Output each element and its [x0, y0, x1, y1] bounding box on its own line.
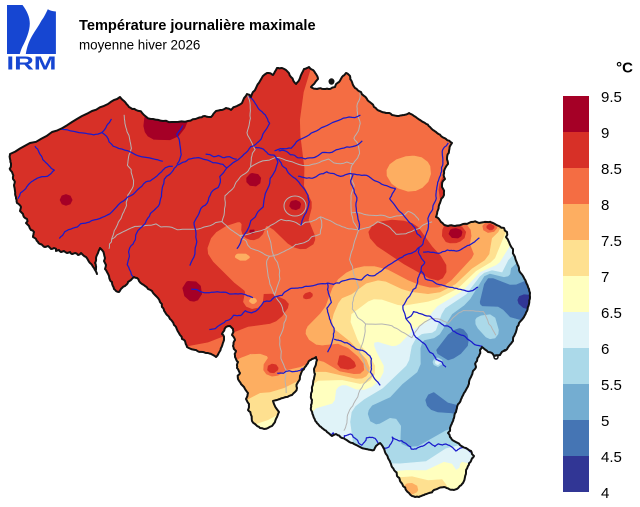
svg-text:5: 5: [601, 413, 609, 430]
svg-text:8: 8: [601, 197, 609, 214]
svg-text:4: 4: [601, 485, 609, 502]
svg-text:IRM: IRM: [7, 54, 57, 74]
svg-text:Température journalière maxima: Température journalière maximale: [79, 18, 316, 34]
svg-text:°C: °C: [616, 60, 633, 77]
svg-text:9.5: 9.5: [601, 89, 622, 106]
svg-text:7: 7: [601, 269, 609, 286]
svg-text:5.5: 5.5: [601, 377, 622, 394]
svg-text:4.5: 4.5: [601, 449, 622, 466]
svg-text:6.5: 6.5: [601, 305, 622, 322]
svg-text:8.5: 8.5: [601, 161, 622, 178]
svg-text:7.5: 7.5: [601, 233, 622, 250]
svg-text:moyenne hiver 2026: moyenne hiver 2026: [79, 38, 200, 53]
svg-text:6: 6: [601, 341, 609, 358]
svg-text:9: 9: [601, 125, 609, 142]
